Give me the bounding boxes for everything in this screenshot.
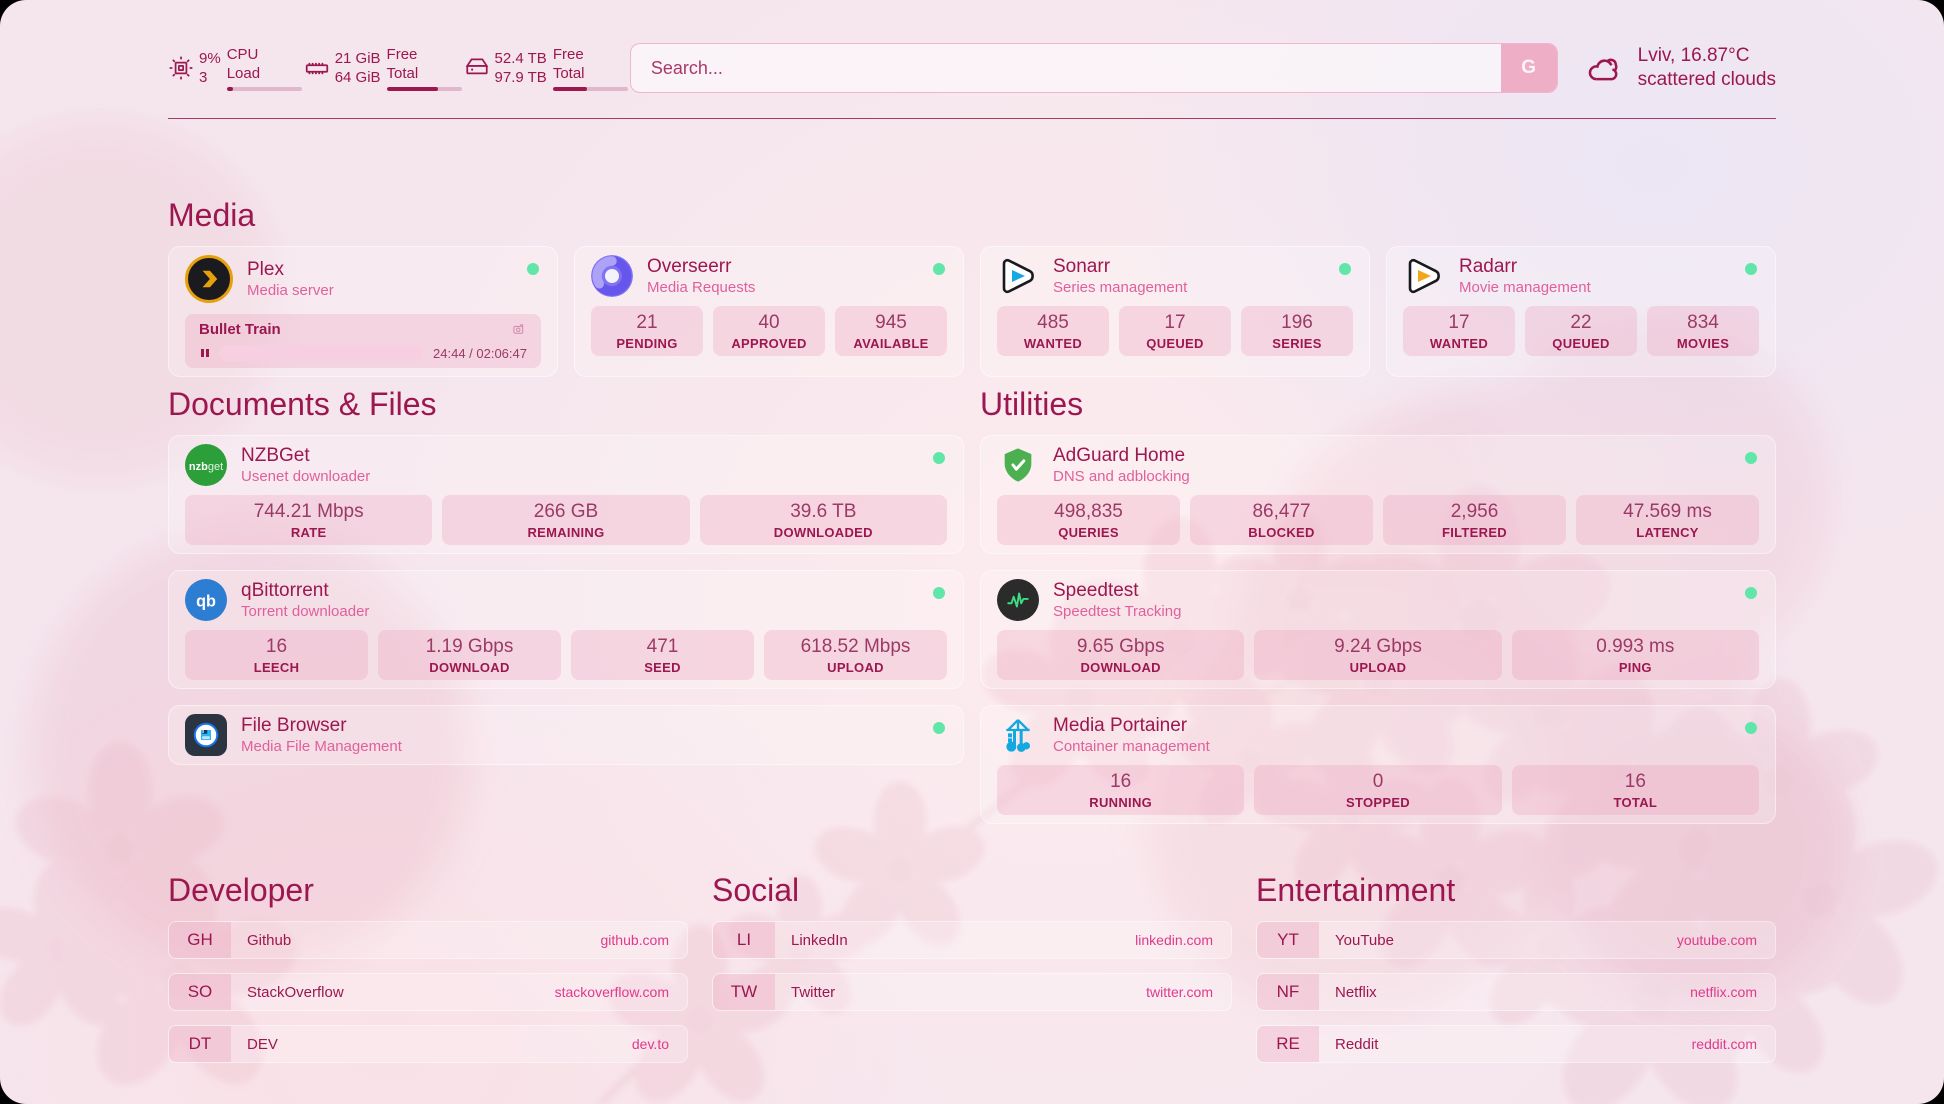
svg-text:qb: qb: [196, 592, 216, 610]
svg-text:nzbget: nzbget: [189, 461, 223, 473]
